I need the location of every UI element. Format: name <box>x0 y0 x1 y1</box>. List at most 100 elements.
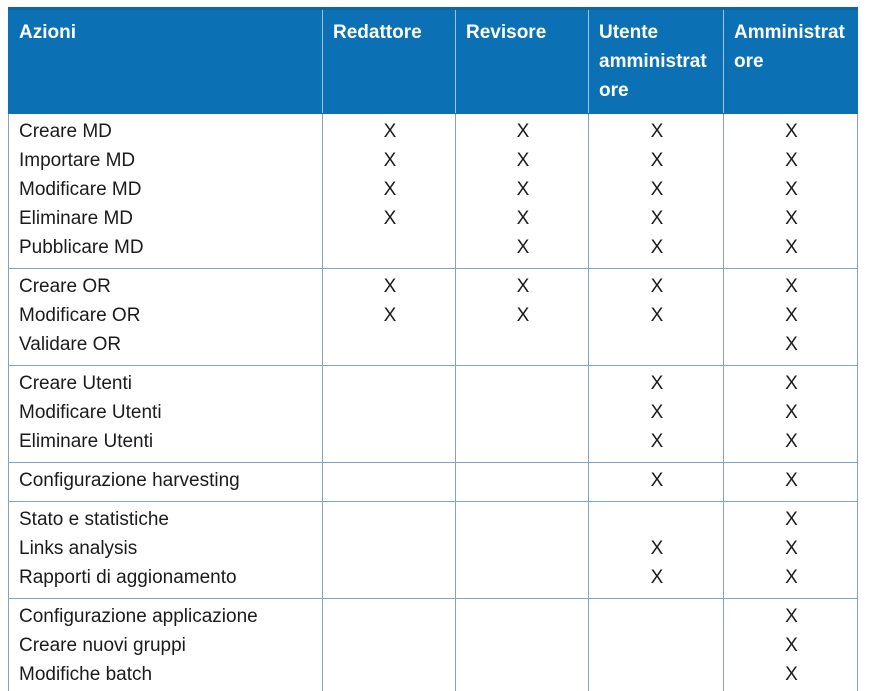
permission-mark <box>466 505 580 534</box>
permission-mark <box>333 233 447 262</box>
permission-mark: X <box>516 305 530 326</box>
action-label: Eliminare Utenti <box>19 431 154 452</box>
permission-mark <box>333 330 447 359</box>
permission-mark: X <box>650 470 664 491</box>
action-label: Creare nuovi gruppi <box>19 635 186 656</box>
column-header-revisore: Revisore <box>455 7 589 114</box>
permission-mark: X <box>785 373 798 394</box>
action-label: Creare Utenti <box>19 373 132 394</box>
action-label: Links analysis <box>19 538 138 559</box>
action-label: Modifiche batch <box>19 664 153 685</box>
actions-cell: Stato e statistiche Links analysis Rapport… <box>8 501 323 599</box>
permission-mark: X <box>383 208 397 229</box>
permission-mark: X <box>650 121 664 142</box>
permission-mark: X <box>383 305 397 326</box>
permission-mark <box>466 660 580 689</box>
permission-mark: X <box>785 179 798 200</box>
permission-mark <box>333 563 447 592</box>
permission-mark: X <box>516 276 530 297</box>
table-body: Creare MD Importare MD Modificare MD Elimin… <box>8 113 858 691</box>
actions-cell: Creare MD Importare MD Modificare MD Elimin… <box>8 113 323 269</box>
permission-mark <box>333 398 447 427</box>
action-label: Creare MD <box>19 121 112 142</box>
permission-mark: X <box>650 305 664 326</box>
permission-mark: X <box>650 373 664 394</box>
permission-mark: X <box>516 179 530 200</box>
permission-mark: X <box>650 208 664 229</box>
permission-mark <box>333 631 447 660</box>
permission-mark: X <box>785 567 798 588</box>
actions-cell: Creare OR Modificare OR Validare OR <box>8 268 323 366</box>
permissions-table-wrap: Azioni Redattore Revisore Utente amministra… <box>8 7 858 691</box>
permission-mark: X <box>785 635 798 656</box>
marks-cell <box>455 365 589 463</box>
actions-cell: Configurazione harvesting <box>8 462 323 502</box>
permission-mark: X <box>516 237 530 258</box>
permission-mark: X <box>650 538 664 559</box>
permission-mark: X <box>785 606 798 627</box>
marks-cell <box>588 598 724 691</box>
permission-mark <box>333 369 447 398</box>
group-row: Creare Utenti Modificare Utenti Eliminare … <box>8 365 858 463</box>
permission-mark <box>466 563 580 592</box>
group-row: Stato e statistiche Links analysis Rapport… <box>8 501 858 599</box>
group-row: Configurazione harvesting X X <box>8 462 858 502</box>
action-label: Creare OR <box>19 276 111 297</box>
permission-mark: X <box>785 402 798 423</box>
header-row: Azioni Redattore Revisore Utente amministra… <box>8 7 858 114</box>
permission-mark: X <box>785 538 798 559</box>
column-header-redattore: Redattore <box>322 7 456 114</box>
permission-mark: X <box>516 121 530 142</box>
action-label: Modificare Utenti <box>19 402 162 423</box>
marks-cell <box>322 598 456 691</box>
permission-mark <box>466 466 580 495</box>
permission-mark: X <box>785 305 798 326</box>
permission-mark <box>466 398 580 427</box>
action-label: Modificare OR <box>19 305 141 326</box>
column-header-utente-amministratore: Utente amministratore <box>588 7 724 114</box>
permission-mark: X <box>650 150 664 171</box>
marks-cell <box>455 462 589 502</box>
permission-mark <box>333 602 447 631</box>
permission-mark <box>599 505 715 534</box>
action-label: Pubblicare MD <box>19 237 144 258</box>
permission-mark: X <box>383 121 397 142</box>
marks-cell <box>322 462 456 502</box>
actions-cell: Configurazione applicazione Creare nuovi … <box>8 598 323 691</box>
permission-mark <box>466 602 580 631</box>
marks-cell <box>455 598 589 691</box>
permission-mark <box>466 427 580 456</box>
permission-mark: X <box>650 431 664 452</box>
permission-mark: X <box>785 237 798 258</box>
permission-mark: X <box>785 431 798 452</box>
permission-mark: X <box>650 237 664 258</box>
permission-mark: X <box>516 150 530 171</box>
group-row: Configurazione applicazione Creare nuovi … <box>8 598 858 691</box>
permission-mark: X <box>785 150 798 171</box>
permission-mark: X <box>650 402 664 423</box>
permission-mark <box>333 534 447 563</box>
marks-cell <box>455 501 589 599</box>
permission-mark <box>466 330 580 359</box>
action-label: Validare OR <box>19 334 122 355</box>
action-label: Eliminare MD <box>19 208 134 229</box>
marks-cell <box>322 365 456 463</box>
permission-mark <box>466 631 580 660</box>
permission-mark: X <box>383 276 397 297</box>
permission-mark <box>599 602 715 631</box>
permission-mark: X <box>650 276 664 297</box>
marks-cell: X <box>588 462 724 502</box>
action-label: Importare MD <box>19 150 136 171</box>
table-header: Azioni Redattore Revisore Utente amministra… <box>8 7 858 114</box>
action-label: Configurazione applicazione <box>19 606 258 627</box>
permission-mark: X <box>650 567 664 588</box>
